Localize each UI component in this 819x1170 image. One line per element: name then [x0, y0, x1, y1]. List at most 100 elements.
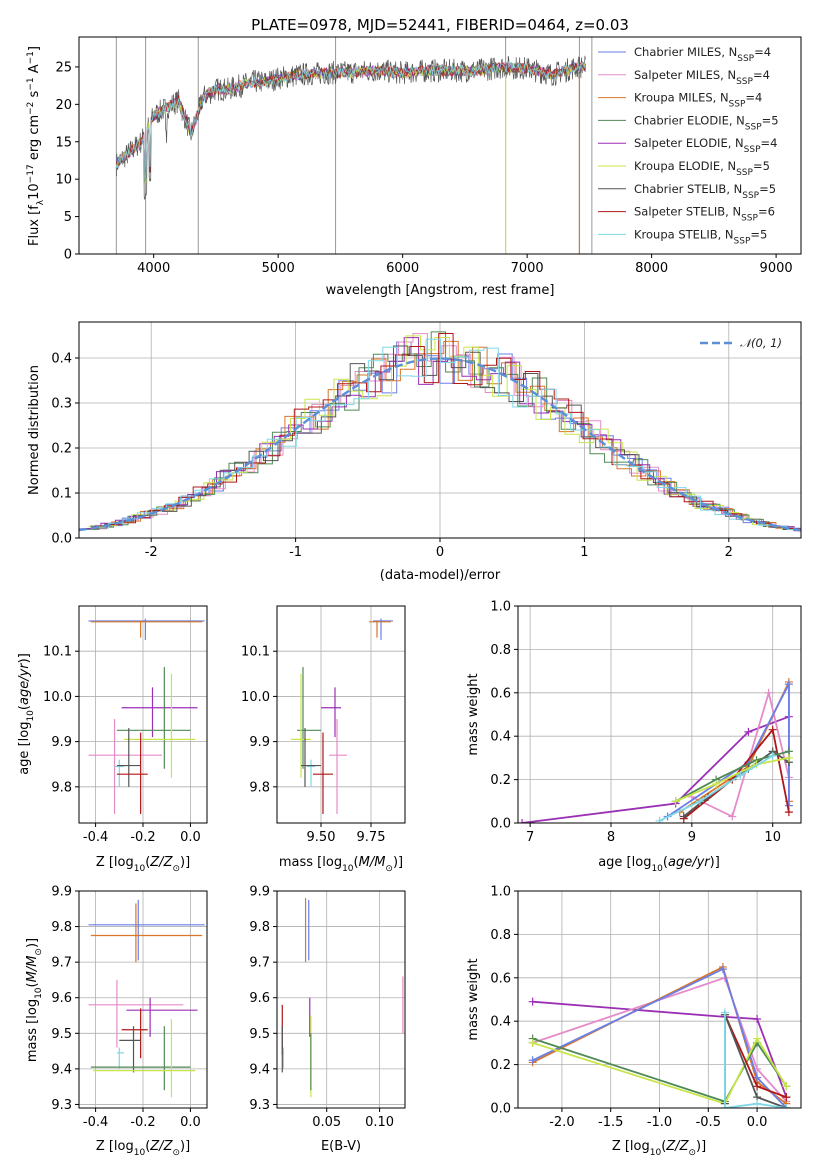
- weight-marker: [784, 680, 793, 689]
- figure-title: PLATE=0978, MJD=52441, FIBERID=0464, z=0…: [251, 16, 629, 34]
- y-tick-label: 0.2: [490, 773, 511, 788]
- weight-marker: [712, 779, 721, 788]
- mass-ebv-x-label: E(B-V): [321, 1139, 361, 1154]
- spectrum-x-label: wavelength [Angstrom, rest frame]: [326, 283, 555, 298]
- y-tick-label: 9.8: [249, 780, 270, 795]
- y-tick-label: 9.6: [249, 991, 270, 1006]
- age_vs_mass-plot-area: [291, 618, 393, 814]
- weight-marker: [655, 816, 664, 823]
- residual-histogram: [82, 340, 801, 530]
- y-tick-label: 1.0: [490, 885, 511, 900]
- weight-line: [675, 757, 790, 803]
- y-tick-label: 0.0: [51, 532, 72, 547]
- y-tick-label: 9.7: [51, 956, 72, 971]
- y-tick-label: 9.8: [51, 780, 72, 795]
- y-tick-label: 9.9: [51, 885, 72, 900]
- y-tick-label: 0.0: [490, 1102, 511, 1117]
- weight-marker: [753, 1015, 762, 1024]
- y-tick-label: 5: [64, 210, 72, 225]
- x-tick-label: -1.0: [647, 1115, 672, 1130]
- weight-marker: [753, 1082, 762, 1091]
- y-tick-label: 9.9: [51, 735, 72, 750]
- weight-marker: [679, 812, 688, 821]
- weight-marker: [784, 753, 793, 762]
- legend-entry: Salpeter STELIB, NSSP=6: [634, 205, 775, 224]
- x-tick-label: -1.5: [598, 1115, 623, 1130]
- y-tick-label: 10: [55, 173, 72, 188]
- spectrum-axes: 4000 5000 6000 7000 8000 9000 0 5 10 15 20 25 wavele…: [26, 36, 802, 298]
- y-tick-label: 9.5: [51, 1027, 72, 1042]
- age-mass-x-label: mass [log10(M/M⊙)]: [279, 855, 403, 874]
- x-tick-label: -0.2: [130, 1115, 155, 1130]
- x-tick-label: 0.10: [365, 1115, 394, 1130]
- weight-line: [724, 1012, 787, 1108]
- x-tick-label: 0.05: [312, 1115, 341, 1130]
- legend-entry: Chabrier STELIB, NSSP=5: [634, 182, 776, 201]
- weight-marker: [764, 688, 773, 697]
- legend-entry: Chabrier MILES, NSSP=4: [634, 45, 771, 64]
- weight-line: [659, 754, 774, 822]
- x-tick-label: 9.50: [307, 830, 336, 845]
- x-tick-label: 7000: [511, 261, 544, 276]
- weight_vs_age-axes: 7 8 9 10 0.0 0.2 0.4 0.6 0.8 1.0 mass weight age [l…: [466, 600, 802, 874]
- legend-entry: Chabrier ELODIE, NSSP=5: [634, 113, 779, 132]
- weight-marker: [720, 1008, 729, 1017]
- x-tick-label: -1: [289, 545, 302, 560]
- residual-histogram: [90, 345, 801, 531]
- y-tick-label: 0.6: [490, 686, 511, 701]
- weight-line: [691, 689, 790, 818]
- weight-marker: [718, 965, 727, 974]
- age_vs_Z-frame: [78, 605, 208, 824]
- normal-reference-curve: [79, 357, 801, 532]
- weight-marker: [753, 1099, 762, 1108]
- weight-marker: [528, 1056, 537, 1065]
- y-tick-label: 0.8: [490, 928, 511, 943]
- weight-marker: [768, 751, 777, 760]
- age_vs_mass-axes: 9.50 9.75 9.8 9.9 10.0 10.1 mass [log10(M/M⊙)]: [241, 605, 406, 874]
- y-tick-label: 10.1: [241, 645, 270, 660]
- x-tick-label: -0.4: [83, 1115, 108, 1130]
- residual-histogram: [79, 341, 801, 532]
- legend-entry: Kroupa STELIB, NSSP=5: [634, 227, 767, 246]
- mass_vs_ebv-plot-area: [281, 898, 404, 1098]
- legend-entry: 𝒩(0, 1): [740, 336, 782, 350]
- spectrum-y-label: Flux [fλ10−17 erg cm−2 s−1 A−1]: [26, 46, 46, 246]
- y-tick-label: 0.2: [490, 1058, 511, 1073]
- weight_vs_Z-frame: [517, 890, 802, 1109]
- weight-marker: [720, 1104, 729, 1108]
- weight-z-x-label: Z [log10(Z/Z⊙)]: [612, 1139, 706, 1158]
- y-tick-label: 15: [55, 135, 72, 150]
- mass_vs_Z-plot-area: [88, 899, 205, 1098]
- x-tick-label: 10: [764, 830, 781, 845]
- x-tick-label: 2: [725, 545, 733, 560]
- age-z-x-label: Z [log10(Z/Z⊙)]: [96, 855, 190, 874]
- weight-marker: [753, 1034, 762, 1043]
- weight_vs_age-plot-area: [518, 677, 793, 823]
- y-tick-label: 9.9: [249, 885, 270, 900]
- model-spectrum: [115, 61, 586, 182]
- weight-marker: [728, 812, 737, 821]
- y-tick-label: 10.0: [43, 690, 72, 705]
- residuals-axes: -2 -1 0 1 2 0.0 0.1 0.2 0.3 0.4 (data-model)/error…: [27, 321, 802, 583]
- y-tick-label: 0.0: [490, 817, 511, 832]
- x-tick-label: 5000: [262, 261, 295, 276]
- legend-entry: Salpeter ELODIE, NSSP=4: [634, 136, 777, 155]
- legend-entry: Kroupa MILES, NSSP=4: [634, 91, 762, 110]
- age_vs_Z-axes: -0.4 -0.2 0.0 9.8 9.9 10.0 10.1 Z [log10(Z/Z⊙)]…: [17, 605, 208, 874]
- y-tick-label: 0: [64, 248, 72, 263]
- age_vs_Z-plot-area: [88, 618, 205, 814]
- weight_vs_Z-axes: -2.0 -1.5 -1.0 -0.5 0.0 0.0 0.2 0.4 0.6 0.8 1.0 mas…: [466, 885, 802, 1158]
- residuals-x-label: (data-model)/error: [380, 568, 501, 583]
- mass_vs_Z-frame: [78, 890, 208, 1109]
- x-tick-label: 0.0: [180, 830, 201, 845]
- y-tick-label: 9.4: [249, 1062, 270, 1077]
- y-tick-label: 9.8: [249, 920, 270, 935]
- x-tick-label: 0.0: [180, 1115, 201, 1130]
- y-tick-label: 10.1: [43, 645, 72, 660]
- x-tick-label: 9: [688, 830, 696, 845]
- y-tick-label: 0.4: [490, 730, 511, 745]
- y-tick-label: 10.0: [241, 690, 270, 705]
- weight-marker: [518, 819, 527, 823]
- y-tick-label: 20: [55, 98, 72, 113]
